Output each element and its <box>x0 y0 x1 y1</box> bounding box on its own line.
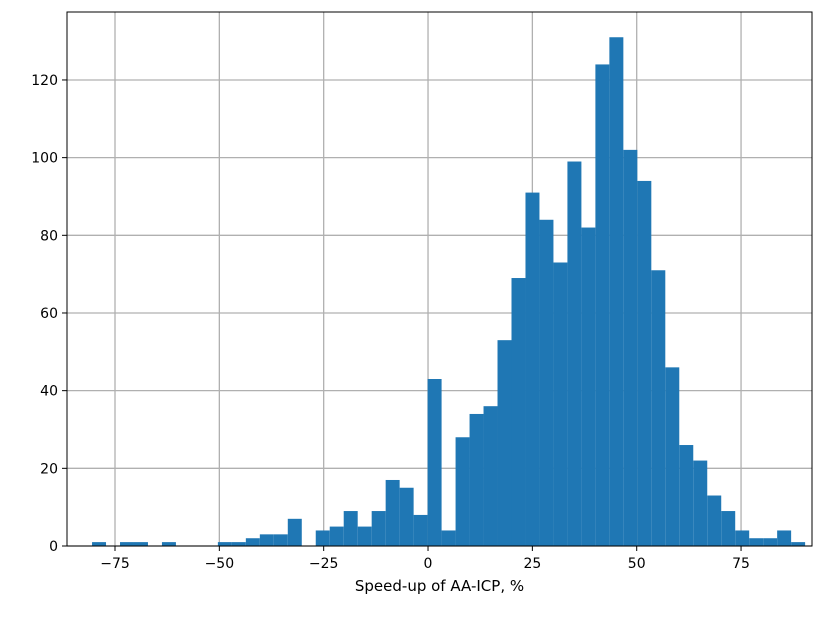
histogram-bar <box>371 511 386 546</box>
x-tick-label: −75 <box>100 556 130 572</box>
histogram-bar <box>791 542 806 546</box>
histogram-bar <box>441 530 456 546</box>
histogram-bar <box>413 514 428 546</box>
histogram-bar <box>497 340 512 546</box>
histogram-bar <box>92 542 107 546</box>
histogram-bar <box>735 530 750 546</box>
histogram-bar <box>357 526 372 546</box>
bars <box>92 37 806 547</box>
histogram-bar <box>665 367 680 546</box>
y-tick-label: 20 <box>40 461 58 477</box>
histogram-bar <box>637 180 652 547</box>
x-tick-label: 75 <box>732 556 750 572</box>
histogram-bar <box>539 219 554 547</box>
x-tick-label: −50 <box>205 556 235 572</box>
histogram-bar <box>287 518 302 546</box>
histogram-bar <box>609 37 624 546</box>
histogram-bar <box>455 437 470 546</box>
y-axis-ticks: 0 20 40 60 80 100 120 <box>31 73 67 555</box>
histogram-bar <box>483 406 498 546</box>
y-tick-label: 80 <box>40 228 58 244</box>
x-tick-label: 0 <box>424 556 433 572</box>
histogram-bar <box>329 526 344 546</box>
histogram-bar <box>315 530 330 546</box>
histogram-bar <box>763 538 778 546</box>
x-axis-label: Speed-up of AA-ICP, % <box>355 577 524 595</box>
histogram-bar <box>217 542 232 546</box>
histogram-bar <box>749 538 764 546</box>
histogram-bar <box>553 262 568 546</box>
y-tick-label: 100 <box>31 151 58 167</box>
histogram-bar <box>693 460 708 546</box>
histogram-bar <box>427 379 442 546</box>
histogram-bar <box>469 413 484 546</box>
histogram-bar <box>399 487 414 546</box>
histogram-bar <box>595 64 610 547</box>
y-tick-label: 40 <box>40 384 58 400</box>
histogram-bar <box>161 542 176 546</box>
histogram-bar <box>623 149 638 547</box>
histogram-bar <box>581 227 596 547</box>
histogram-bar <box>343 511 358 546</box>
histogram-bar <box>567 161 582 546</box>
x-axis-ticks: −75 −50 −25 0 25 50 75 <box>100 546 750 572</box>
y-tick-label: 60 <box>40 306 58 322</box>
histogram-bar <box>777 530 792 546</box>
histogram-bar <box>120 542 134 546</box>
y-tick-label: 120 <box>31 73 58 89</box>
x-tick-label: −25 <box>309 556 339 572</box>
histogram-bar <box>259 534 274 546</box>
histogram-bar <box>245 538 260 546</box>
x-tick-label: 25 <box>523 556 541 572</box>
histogram-bar <box>525 192 540 546</box>
histogram-bar <box>511 278 526 546</box>
histogram-bar <box>651 270 666 546</box>
x-tick-label: 50 <box>628 556 646 572</box>
histogram-bar <box>133 542 148 546</box>
histogram-bar <box>273 534 288 546</box>
histogram-bar <box>679 445 694 546</box>
histogram-bar <box>385 479 400 546</box>
histogram-bar <box>707 495 722 546</box>
plot-frame <box>66 11 813 547</box>
y-tick-label: 0 <box>49 539 58 555</box>
histogram-bar <box>231 542 246 546</box>
histogram-bar <box>721 511 736 546</box>
